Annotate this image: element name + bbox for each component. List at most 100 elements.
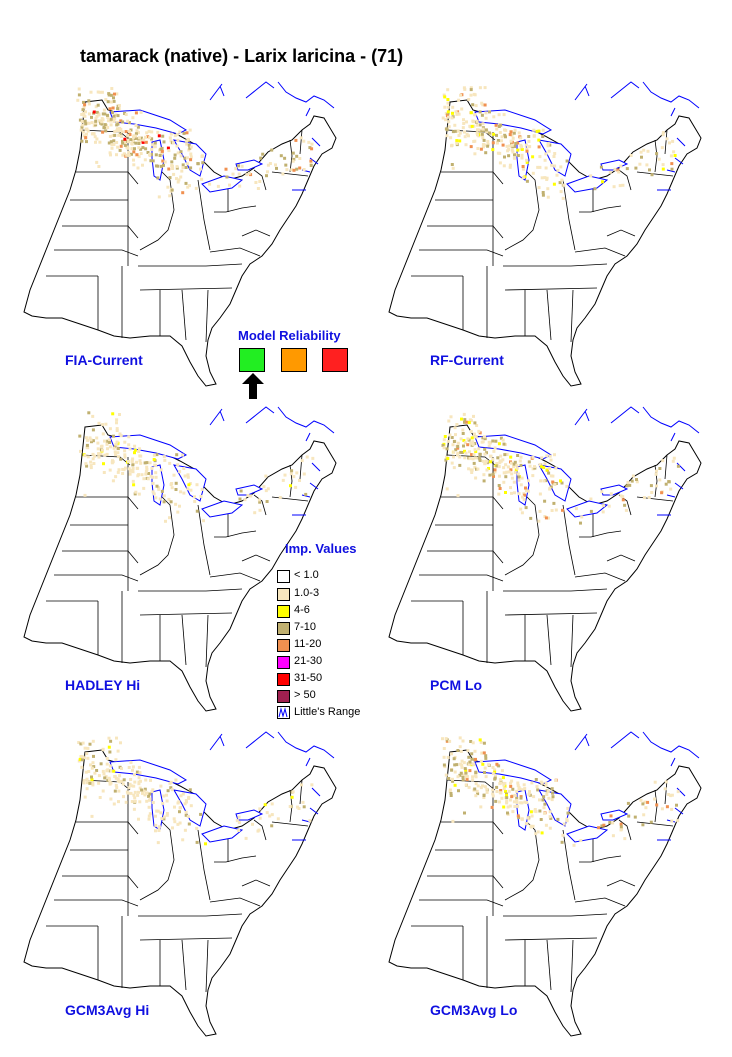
map-hadley-hi (23, 406, 337, 712)
importance-cell (137, 136, 141, 140)
importance-cell (86, 756, 90, 760)
importance-cell (553, 164, 557, 168)
importance-cell (522, 498, 526, 502)
importance-cell (481, 436, 485, 440)
importance-cell (572, 843, 576, 847)
importance-cell (176, 138, 180, 142)
importance-cell (671, 459, 675, 463)
importance-cell (446, 755, 450, 759)
importance-cell (216, 184, 220, 188)
importance-cell (97, 113, 101, 117)
importance-cell (531, 474, 535, 478)
importance-cell (548, 815, 552, 819)
importance-cell (474, 435, 478, 439)
importance-cell (186, 487, 190, 491)
importance-cell (97, 421, 101, 425)
importance-cell (469, 125, 473, 129)
importance-cell (498, 487, 502, 490)
importance-cell (532, 128, 536, 132)
state-border (139, 287, 233, 291)
importance-cell (137, 790, 140, 794)
importance-cell (471, 778, 475, 782)
importance-cell (516, 141, 520, 145)
importance-cell (549, 816, 553, 820)
importance-cell (501, 143, 505, 147)
importance-cell (467, 421, 471, 425)
importance-cell (541, 135, 545, 138)
importance-cell (453, 763, 457, 767)
importance-cell (101, 769, 105, 773)
importance-cell (649, 484, 653, 488)
importance-cell (515, 789, 519, 793)
importance-cell (121, 153, 125, 157)
importance-cell (109, 123, 113, 127)
map-panel-gcm3avg-lo: GCM3Avg Lo (375, 730, 715, 1040)
importance-cell (523, 493, 527, 497)
importance-cell (110, 143, 114, 147)
importance-cell (157, 195, 161, 199)
importance-cell (257, 498, 261, 502)
importance-cell (506, 805, 510, 809)
importance-cell (608, 170, 612, 174)
importance-cell (237, 821, 241, 824)
importance-cell (103, 453, 107, 457)
importance-cell (136, 125, 140, 129)
importance-cell (521, 167, 525, 171)
importance-cell (131, 139, 135, 142)
importance-cell (87, 411, 91, 415)
importance-cell (151, 788, 155, 792)
importance-cell (115, 421, 118, 425)
importance-cell (253, 511, 257, 515)
importance-cell (160, 164, 163, 168)
importance-cell (174, 481, 178, 485)
state-border (504, 612, 598, 616)
great-lake (538, 789, 572, 827)
importance-cell (509, 784, 513, 788)
importance-cell (479, 740, 483, 744)
importance-cell (494, 799, 498, 803)
importance-cell (508, 133, 512, 137)
importance-cell (548, 143, 552, 147)
importance-cell (667, 480, 671, 484)
importance-cell (500, 135, 504, 139)
importance-cell (123, 455, 127, 459)
importance-cell (84, 110, 87, 114)
importance-cell (650, 173, 654, 177)
importance-cell (560, 178, 564, 182)
importance-cell (83, 119, 87, 123)
importance-cell (479, 759, 483, 763)
importance-cell (495, 127, 499, 131)
importance-cell (129, 778, 133, 781)
importance-cell (456, 445, 460, 448)
legend-label: 21-30 (294, 655, 323, 667)
importance-cell (85, 787, 89, 791)
importance-cell (452, 466, 456, 470)
importance-cell (450, 116, 454, 120)
importance-cell (520, 156, 524, 160)
importance-cell (547, 471, 551, 475)
importance-cell (141, 791, 144, 795)
importance-cell (456, 494, 460, 498)
up-arrow-icon (242, 373, 264, 399)
importance-cell (112, 99, 116, 103)
importance-cell (452, 455, 455, 459)
importance-cell (162, 163, 165, 167)
importance-cell (97, 119, 101, 123)
importance-cell (137, 473, 141, 477)
importance-cell (124, 113, 128, 116)
importance-cell (514, 142, 518, 145)
importance-cell (511, 136, 515, 140)
importance-cell (112, 446, 116, 450)
importance-cell (145, 461, 149, 465)
importance-cell (621, 495, 625, 499)
importance-cell (463, 767, 467, 771)
importance-cell (105, 442, 109, 446)
importance-cell (181, 166, 185, 170)
importance-cell (115, 141, 119, 144)
importance-cell (474, 450, 478, 453)
importance-cell (511, 787, 515, 791)
importance-cell (558, 181, 562, 185)
importance-cell (161, 801, 165, 805)
legend-swatch (277, 690, 290, 703)
importance-cell (554, 508, 558, 512)
